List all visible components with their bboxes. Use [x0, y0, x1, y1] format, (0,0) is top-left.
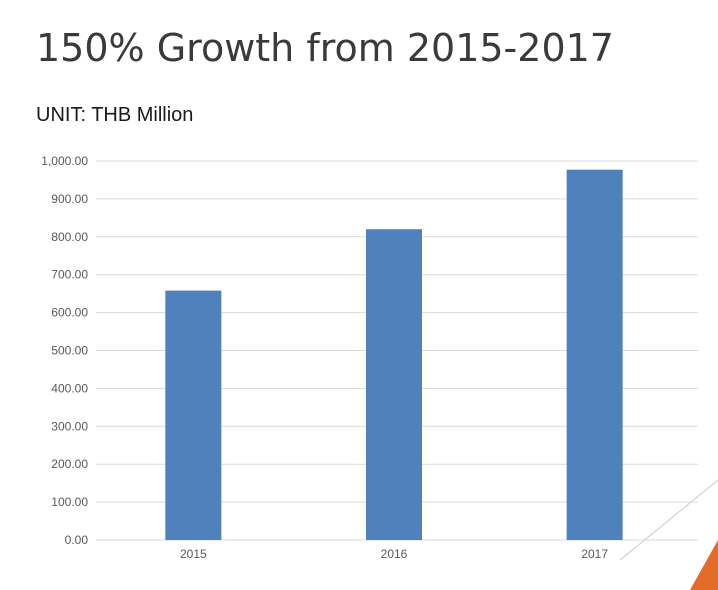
- x-axis: 2015 2016 2017: [180, 547, 608, 561]
- unit-label: UNIT: THB Million: [36, 104, 194, 126]
- y-tick-label: 0.00: [65, 533, 89, 547]
- y-tick-label: 700.00: [51, 268, 88, 282]
- decor-orange-triangle: [690, 540, 718, 590]
- y-tick-label: 500.00: [51, 344, 88, 358]
- bars: [165, 169, 623, 541]
- y-tick-label: 400.00: [51, 381, 88, 395]
- decor-line: [619, 479, 718, 561]
- bar-2015: [165, 290, 222, 540]
- bar-2017: [566, 169, 623, 541]
- y-tick-label: 100.00: [51, 495, 88, 509]
- y-tick-label: 300.00: [51, 419, 88, 433]
- x-tick-label: 2015: [180, 547, 207, 561]
- bar-2016: [366, 229, 422, 540]
- y-tick-label: 800.00: [51, 230, 88, 244]
- y-axis: 0.00 100.00 200.00 300.00 400.00 500.00 600.00…: [41, 154, 88, 547]
- y-tick-label: 1,000.00: [41, 154, 88, 168]
- y-tick-label: 900.00: [51, 192, 88, 206]
- x-tick-label: 2017: [581, 547, 608, 561]
- slide-decoration: [619, 479, 718, 590]
- y-tick-label: 200.00: [51, 457, 88, 471]
- slide-title: 150% Growth from 2015-2017: [36, 26, 614, 70]
- x-tick-label: 2016: [381, 547, 408, 561]
- y-tick-label: 600.00: [51, 306, 88, 320]
